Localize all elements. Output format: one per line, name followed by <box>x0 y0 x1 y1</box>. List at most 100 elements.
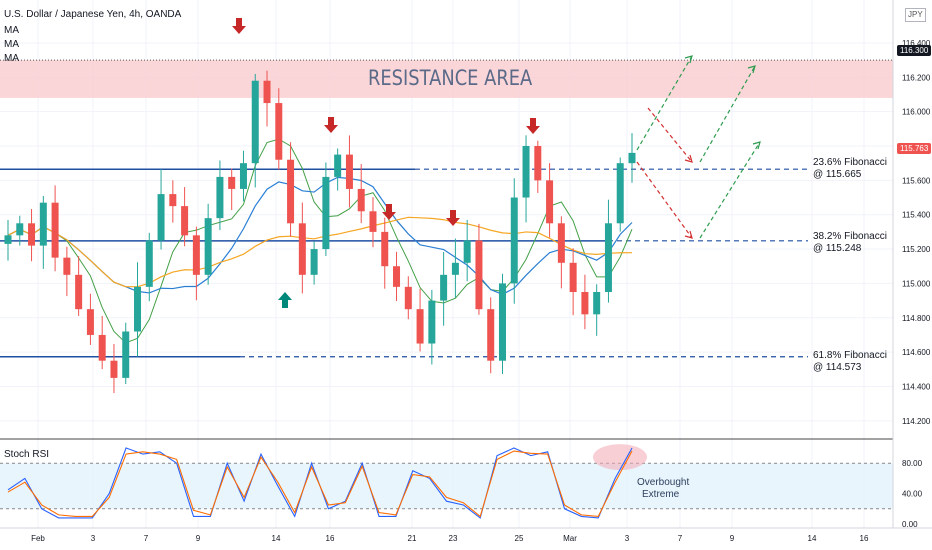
candle-body <box>298 223 306 275</box>
candle-body <box>98 334 106 361</box>
time-tick-label: 25 <box>515 534 524 543</box>
currency-label[interactable]: JPY <box>905 8 926 22</box>
projection-arrowhead <box>752 141 761 150</box>
candle-body <box>334 154 342 177</box>
price-tick-label: 115.600 <box>902 176 931 185</box>
sell-arrow-icon <box>324 117 338 133</box>
candle-body <box>616 163 624 224</box>
candle-body <box>440 274 448 301</box>
candle-body <box>75 274 83 310</box>
overbought-label: Overbought <box>637 477 690 488</box>
candle-body <box>181 206 189 236</box>
time-tick-label: 23 <box>449 534 458 543</box>
candle-body <box>428 300 436 344</box>
stoch-rsi-line <box>7 450 633 518</box>
sell-arrow-icon <box>382 204 396 220</box>
rsi-tick-label: 40.00 <box>902 490 923 499</box>
price-tick-label: 115.200 <box>902 245 931 254</box>
candle-body <box>228 176 236 189</box>
time-tick-label: 9 <box>196 534 201 543</box>
rsi-tick-label: 0.00 <box>902 520 918 529</box>
projection-lines <box>636 55 761 239</box>
projection-arrowhead <box>684 154 693 163</box>
candle-body <box>463 240 471 263</box>
candles <box>4 70 636 394</box>
stoch-rsi-panel <box>0 438 893 519</box>
time-tick-label: 3 <box>91 534 96 543</box>
time-tick-label: 16 <box>860 534 869 543</box>
time-tick-label: 14 <box>272 534 281 543</box>
candle-body <box>322 176 330 250</box>
price-tick-label: 116.000 <box>902 108 931 117</box>
projection-arrowhead <box>684 55 693 64</box>
ma-label-3: MA <box>4 53 19 64</box>
candle-body <box>275 103 283 160</box>
candle-body <box>51 202 59 258</box>
time-tick-label: 16 <box>326 534 335 543</box>
candle-body <box>628 152 636 164</box>
candle-body <box>369 211 377 232</box>
sell-arrow-icon <box>446 210 460 226</box>
sell-arrow-icon <box>232 18 246 34</box>
candle-body <box>122 331 130 378</box>
candle-body <box>593 292 601 315</box>
overbought-highlight <box>593 444 647 471</box>
candle-body <box>263 80 271 104</box>
rsi-tick-label: 80.00 <box>902 459 923 468</box>
rsi-band <box>0 463 893 509</box>
time-tick-label: 21 <box>408 534 417 543</box>
candle-body <box>110 360 118 378</box>
time-tick-label: 9 <box>730 534 735 543</box>
candle-body <box>404 286 412 310</box>
price-tick-label: 116.200 <box>902 73 931 82</box>
candle-body <box>28 223 36 246</box>
time-tick-label: Mar <box>563 534 577 543</box>
resistance-price-badge: 116.300 <box>897 45 932 56</box>
candle-body <box>192 235 200 275</box>
projection-down-line <box>647 107 693 163</box>
projection-up-line <box>699 141 761 239</box>
candle-body <box>569 262 577 292</box>
signal-arrows <box>232 18 540 308</box>
price-tick-label: 116.400 <box>902 39 931 48</box>
price-tick-label: 115.400 <box>902 211 931 220</box>
candle-body <box>216 176 224 219</box>
candle-body <box>557 223 565 263</box>
candle-body <box>4 235 12 244</box>
price-tick-label: 115.000 <box>902 279 931 288</box>
candle-body <box>534 146 542 181</box>
candle-body <box>39 202 47 246</box>
projection-arrowhead <box>684 230 693 239</box>
candle-body <box>475 240 483 310</box>
time-tick-label: 14 <box>808 534 817 543</box>
projection-up-line <box>699 65 756 163</box>
candle-body <box>451 262 459 275</box>
fib-618-value: @ 114.573 <box>813 362 862 373</box>
candle-body <box>204 218 212 275</box>
fib-382-label: 38.2% Fibonacci <box>813 231 887 242</box>
candle-body <box>239 163 247 189</box>
price-tick-label: 114.400 <box>902 382 931 391</box>
moving-averages <box>7 138 633 344</box>
last-price-badge: 115.763 <box>897 143 932 154</box>
time-tick-label: 7 <box>678 534 683 543</box>
candle-body <box>510 197 518 284</box>
buy-arrow-icon <box>278 292 292 308</box>
ma-label-1: MA <box>4 25 19 36</box>
sell-arrow-icon <box>526 118 540 134</box>
candle-body <box>604 223 612 292</box>
candle-body <box>251 80 259 164</box>
candle-body <box>416 309 424 344</box>
candle-body <box>522 146 530 198</box>
price-tick-label: 114.600 <box>902 348 931 357</box>
fib-236-value: @ 115.665 <box>813 169 862 180</box>
price-tick-label: 114.800 <box>902 314 931 323</box>
resistance-zone <box>0 60 893 98</box>
candle-body <box>169 194 177 207</box>
time-tick-label: Feb <box>31 534 45 543</box>
candle-body <box>393 266 401 287</box>
candle-body <box>381 231 389 267</box>
candle-body <box>63 257 71 275</box>
candle-body <box>287 159 295 224</box>
projection-arrowhead <box>747 65 756 74</box>
